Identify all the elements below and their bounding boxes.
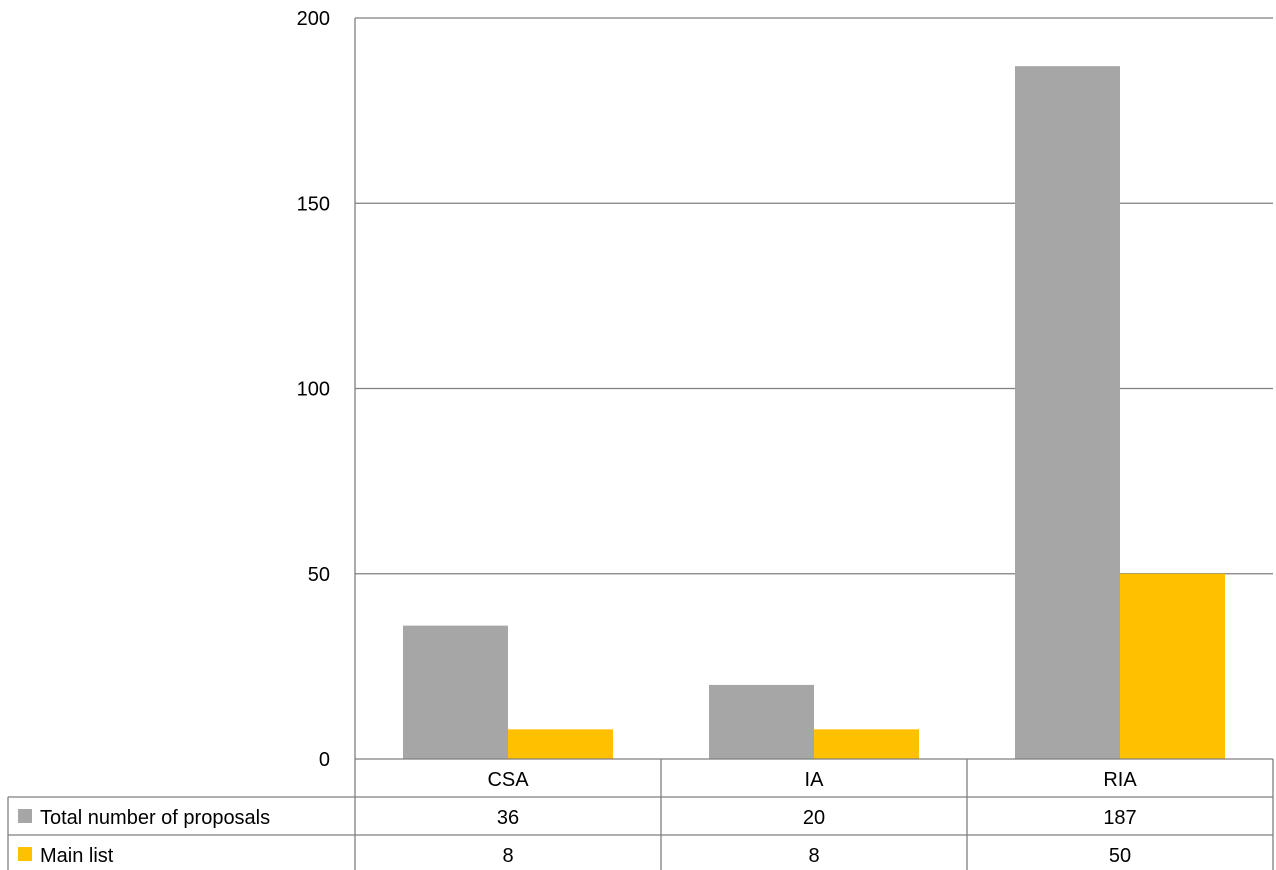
bar-ia-series-2 bbox=[814, 729, 919, 759]
data-table-value: 20 bbox=[803, 807, 825, 829]
y-tick-label: 50 bbox=[308, 564, 330, 586]
bar-csa-series-1 bbox=[403, 625, 508, 759]
bar-ria-series-2 bbox=[1120, 573, 1225, 759]
y-tick-label: 0 bbox=[319, 749, 330, 771]
x-category-label: RIA bbox=[1103, 769, 1137, 791]
bar-ia-series-1 bbox=[709, 684, 814, 759]
y-tick-label: 200 bbox=[297, 8, 330, 30]
y-tick-label: 150 bbox=[297, 193, 330, 215]
data-table-value: 8 bbox=[808, 845, 819, 867]
legend-key-series-1 bbox=[18, 809, 32, 823]
data-table-value: 8 bbox=[502, 845, 513, 867]
data-table-value: 36 bbox=[497, 807, 519, 829]
data-table-value: 50 bbox=[1109, 845, 1131, 867]
legend-label-series-1: Total number of proposals bbox=[40, 807, 270, 829]
bar-csa-series-2 bbox=[508, 729, 613, 759]
y-tick-label: 100 bbox=[297, 379, 330, 401]
bar-ria-series-1 bbox=[1015, 66, 1120, 760]
x-category-label: CSA bbox=[487, 769, 529, 791]
legend-label-series-2: Main list bbox=[40, 845, 114, 867]
x-category-label: IA bbox=[805, 769, 825, 791]
data-table-value: 187 bbox=[1103, 807, 1136, 829]
legend-key-series-2 bbox=[18, 847, 32, 861]
